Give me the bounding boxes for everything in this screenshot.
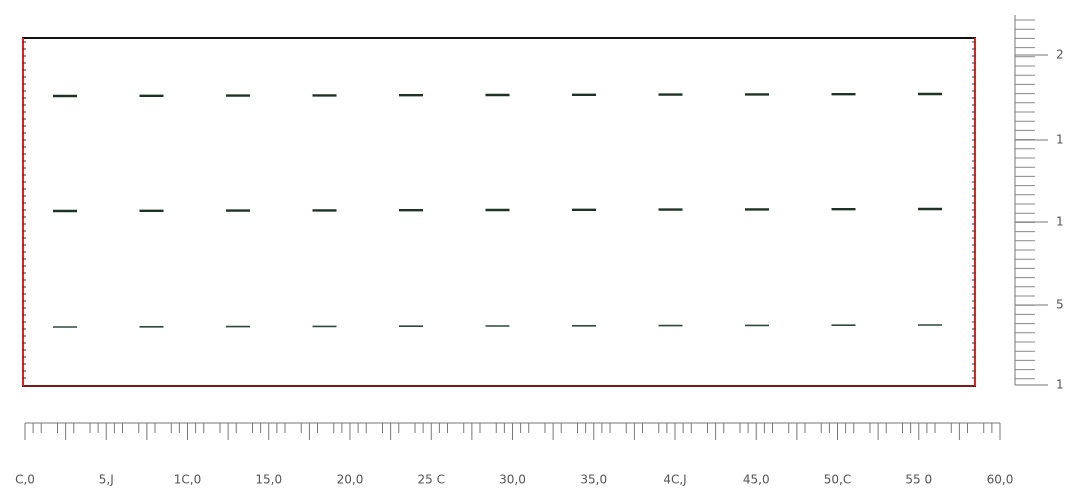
x-ruler-label: 60,0: [987, 473, 1014, 487]
y-ruler-label: 5: [1056, 298, 1064, 312]
x-ruler-label: C,0: [15, 473, 35, 487]
x-ruler-label: 55 0: [905, 473, 932, 487]
x-ruler-label: 25 C: [418, 473, 445, 487]
y-ruler-label: 1: [1056, 133, 1064, 147]
x-ruler-label: 5,J: [99, 473, 114, 487]
y-ruler-label: 1: [1056, 378, 1064, 392]
y-ruler-label: 2: [1056, 48, 1064, 62]
x-ruler-label: 35,0: [580, 473, 607, 487]
drawing-area: [22, 37, 976, 387]
x-ruler-label: 50,C: [824, 473, 851, 487]
x-ruler-label: 15,0: [255, 473, 282, 487]
y-ruler-label: 1: [1056, 215, 1064, 229]
x-ruler-label: 1C,0: [174, 473, 201, 487]
x-ruler-label: 30,0: [499, 473, 526, 487]
x-ruler-label: 20,0: [337, 473, 364, 487]
x-ruler-label: 4C,J: [663, 473, 686, 487]
x-ruler-label: 45,0: [743, 473, 770, 487]
